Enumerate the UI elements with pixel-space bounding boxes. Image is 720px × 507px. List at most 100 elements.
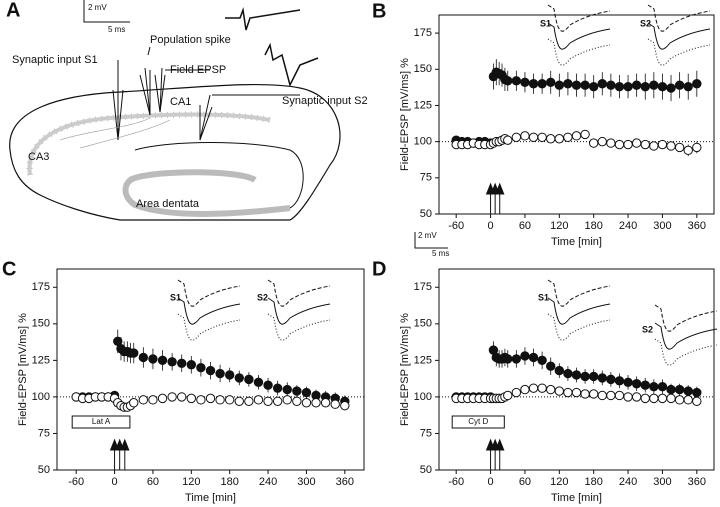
inset-trace [547,313,611,341]
y-axis-label: Field-EPSP [mV/ms] % [399,313,411,426]
data-point [528,79,539,89]
y-tick-label: 125 [414,354,432,366]
inset-trace [267,313,331,341]
data-point [546,361,556,371]
y-tick-label: 150 [414,318,432,330]
data-point [640,139,650,150]
x-axis-label: Time [min] [551,492,602,504]
x-tick-label: 360 [688,220,706,232]
data-point [537,355,547,366]
data-point [528,352,539,363]
data-point [205,393,216,404]
data-point [554,386,565,396]
diagram-label: Population spike [150,34,231,46]
data-point [546,77,556,87]
data-point [224,395,235,405]
data-point [503,354,513,364]
diagram-label: CA1 [170,96,191,108]
data-point [563,79,573,89]
y-tick-label: 100 [32,391,50,403]
plot-frame [56,268,365,471]
x-tick-label: -60 [448,220,464,232]
data-point [692,396,702,406]
inset-label: S2 [642,324,653,334]
data-point [528,132,539,142]
data-point [340,400,350,411]
data-point [692,387,702,398]
data-point [282,384,292,395]
x-tick-label: 120 [182,476,200,488]
data-point [148,395,158,405]
data-point [657,81,668,92]
data-point [520,384,530,395]
data-point [597,136,607,147]
data-point [520,77,530,87]
data-point [234,373,244,383]
inset-trace [177,313,241,341]
x-tick-label: 60 [147,476,159,488]
data-point [253,377,264,387]
data-point [614,376,625,386]
data-point [666,393,676,404]
drug-box [451,415,505,429]
data-point [157,355,168,366]
scale-label: 5 ms [432,249,449,258]
data-point [657,393,668,404]
drug-label: Lat A [92,417,111,426]
data-point [167,357,177,367]
data-point [649,393,659,404]
y-tick-label: 50 [420,208,432,220]
data-point [511,387,522,398]
inset-trace [547,279,611,307]
data-point [623,377,633,387]
x-tick-label: 300 [653,220,671,232]
data-point [205,365,216,376]
data-point [537,79,547,89]
y-tick-label: 175 [414,27,432,39]
inset-trace [654,338,718,366]
diagram-label: Area dentata [136,198,200,210]
data-point [640,393,650,404]
data-point [503,76,513,86]
data-point [186,360,197,370]
x-tick-label: 60 [519,220,531,232]
inset-trace [547,297,611,325]
y-tick-label: 175 [414,281,432,293]
x-tick-label: 180 [221,476,239,488]
data-point [649,381,659,392]
data-point [631,379,642,389]
data-point [571,80,582,90]
x-tick-label: 300 [653,476,671,488]
data-point [563,387,573,398]
scale-label: 2 mV [88,3,107,12]
data-point [330,399,340,409]
inset-label: S1 [538,292,549,302]
data-point [157,393,168,404]
data-point [215,368,225,379]
hippocampus-diagram [9,0,341,221]
y-tick-label: 50 [420,464,432,476]
data-point [606,80,616,90]
scale-bar-line [414,232,448,249]
inset-trace [177,279,241,307]
y-tick-label: 75 [38,427,50,439]
data-point [692,79,702,89]
data-point [311,398,321,408]
x-tick-label: 180 [585,476,603,488]
data-point [511,76,522,86]
data-point [683,81,693,92]
chart: B -60 0 60 120 180 240 300 360 50 75 100 125 150 175 Ti… [372,0,715,248]
data-point [666,384,676,395]
x-tick-label: 240 [619,476,637,488]
diagram-label: CA3 [28,151,49,163]
y-axis-label: Field-EPSP [mV/ms] % [17,313,29,426]
y-tick-label: 150 [414,63,432,75]
data-point [588,371,599,382]
data-point [571,131,582,141]
y-tick-label: 100 [414,391,432,403]
y-tick-label: 125 [32,354,50,366]
data-point [511,354,522,364]
data-point [640,81,650,92]
data-point [167,392,177,402]
tetanus-arrow [494,438,505,470]
